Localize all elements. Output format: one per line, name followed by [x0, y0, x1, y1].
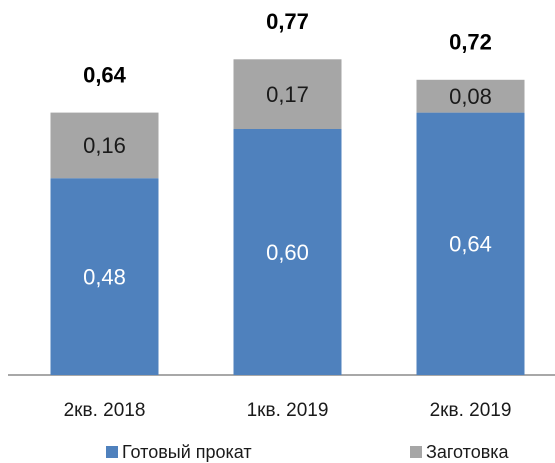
total-label: 0,72 [449, 30, 492, 55]
legend-swatch [410, 446, 422, 458]
value-label: 0,17 [266, 82, 309, 107]
x-tick-label: 2кв. 2018 [64, 400, 146, 421]
x-tick-label: 1кв. 2019 [247, 400, 329, 421]
legend-label: Заготовка [426, 442, 510, 462]
value-label: 0,64 [449, 232, 492, 257]
value-label: 0,60 [266, 240, 309, 265]
value-label: 0,16 [83, 133, 126, 158]
x-tick-label: 2кв. 2019 [430, 400, 512, 421]
bar-segment [50, 112, 159, 179]
bar-segment [233, 59, 342, 129]
legend-label: Готовый прокат [122, 442, 252, 462]
total-label: 0,77 [266, 9, 309, 34]
total-label: 0,64 [83, 62, 127, 87]
legend-swatch [106, 446, 118, 458]
bar-segment [416, 112, 525, 375]
bar-segment [233, 129, 342, 375]
bar-segment [50, 178, 159, 375]
value-label: 0,08 [449, 84, 492, 109]
value-label: 0,48 [83, 264, 126, 289]
bar-segment [416, 79, 525, 113]
